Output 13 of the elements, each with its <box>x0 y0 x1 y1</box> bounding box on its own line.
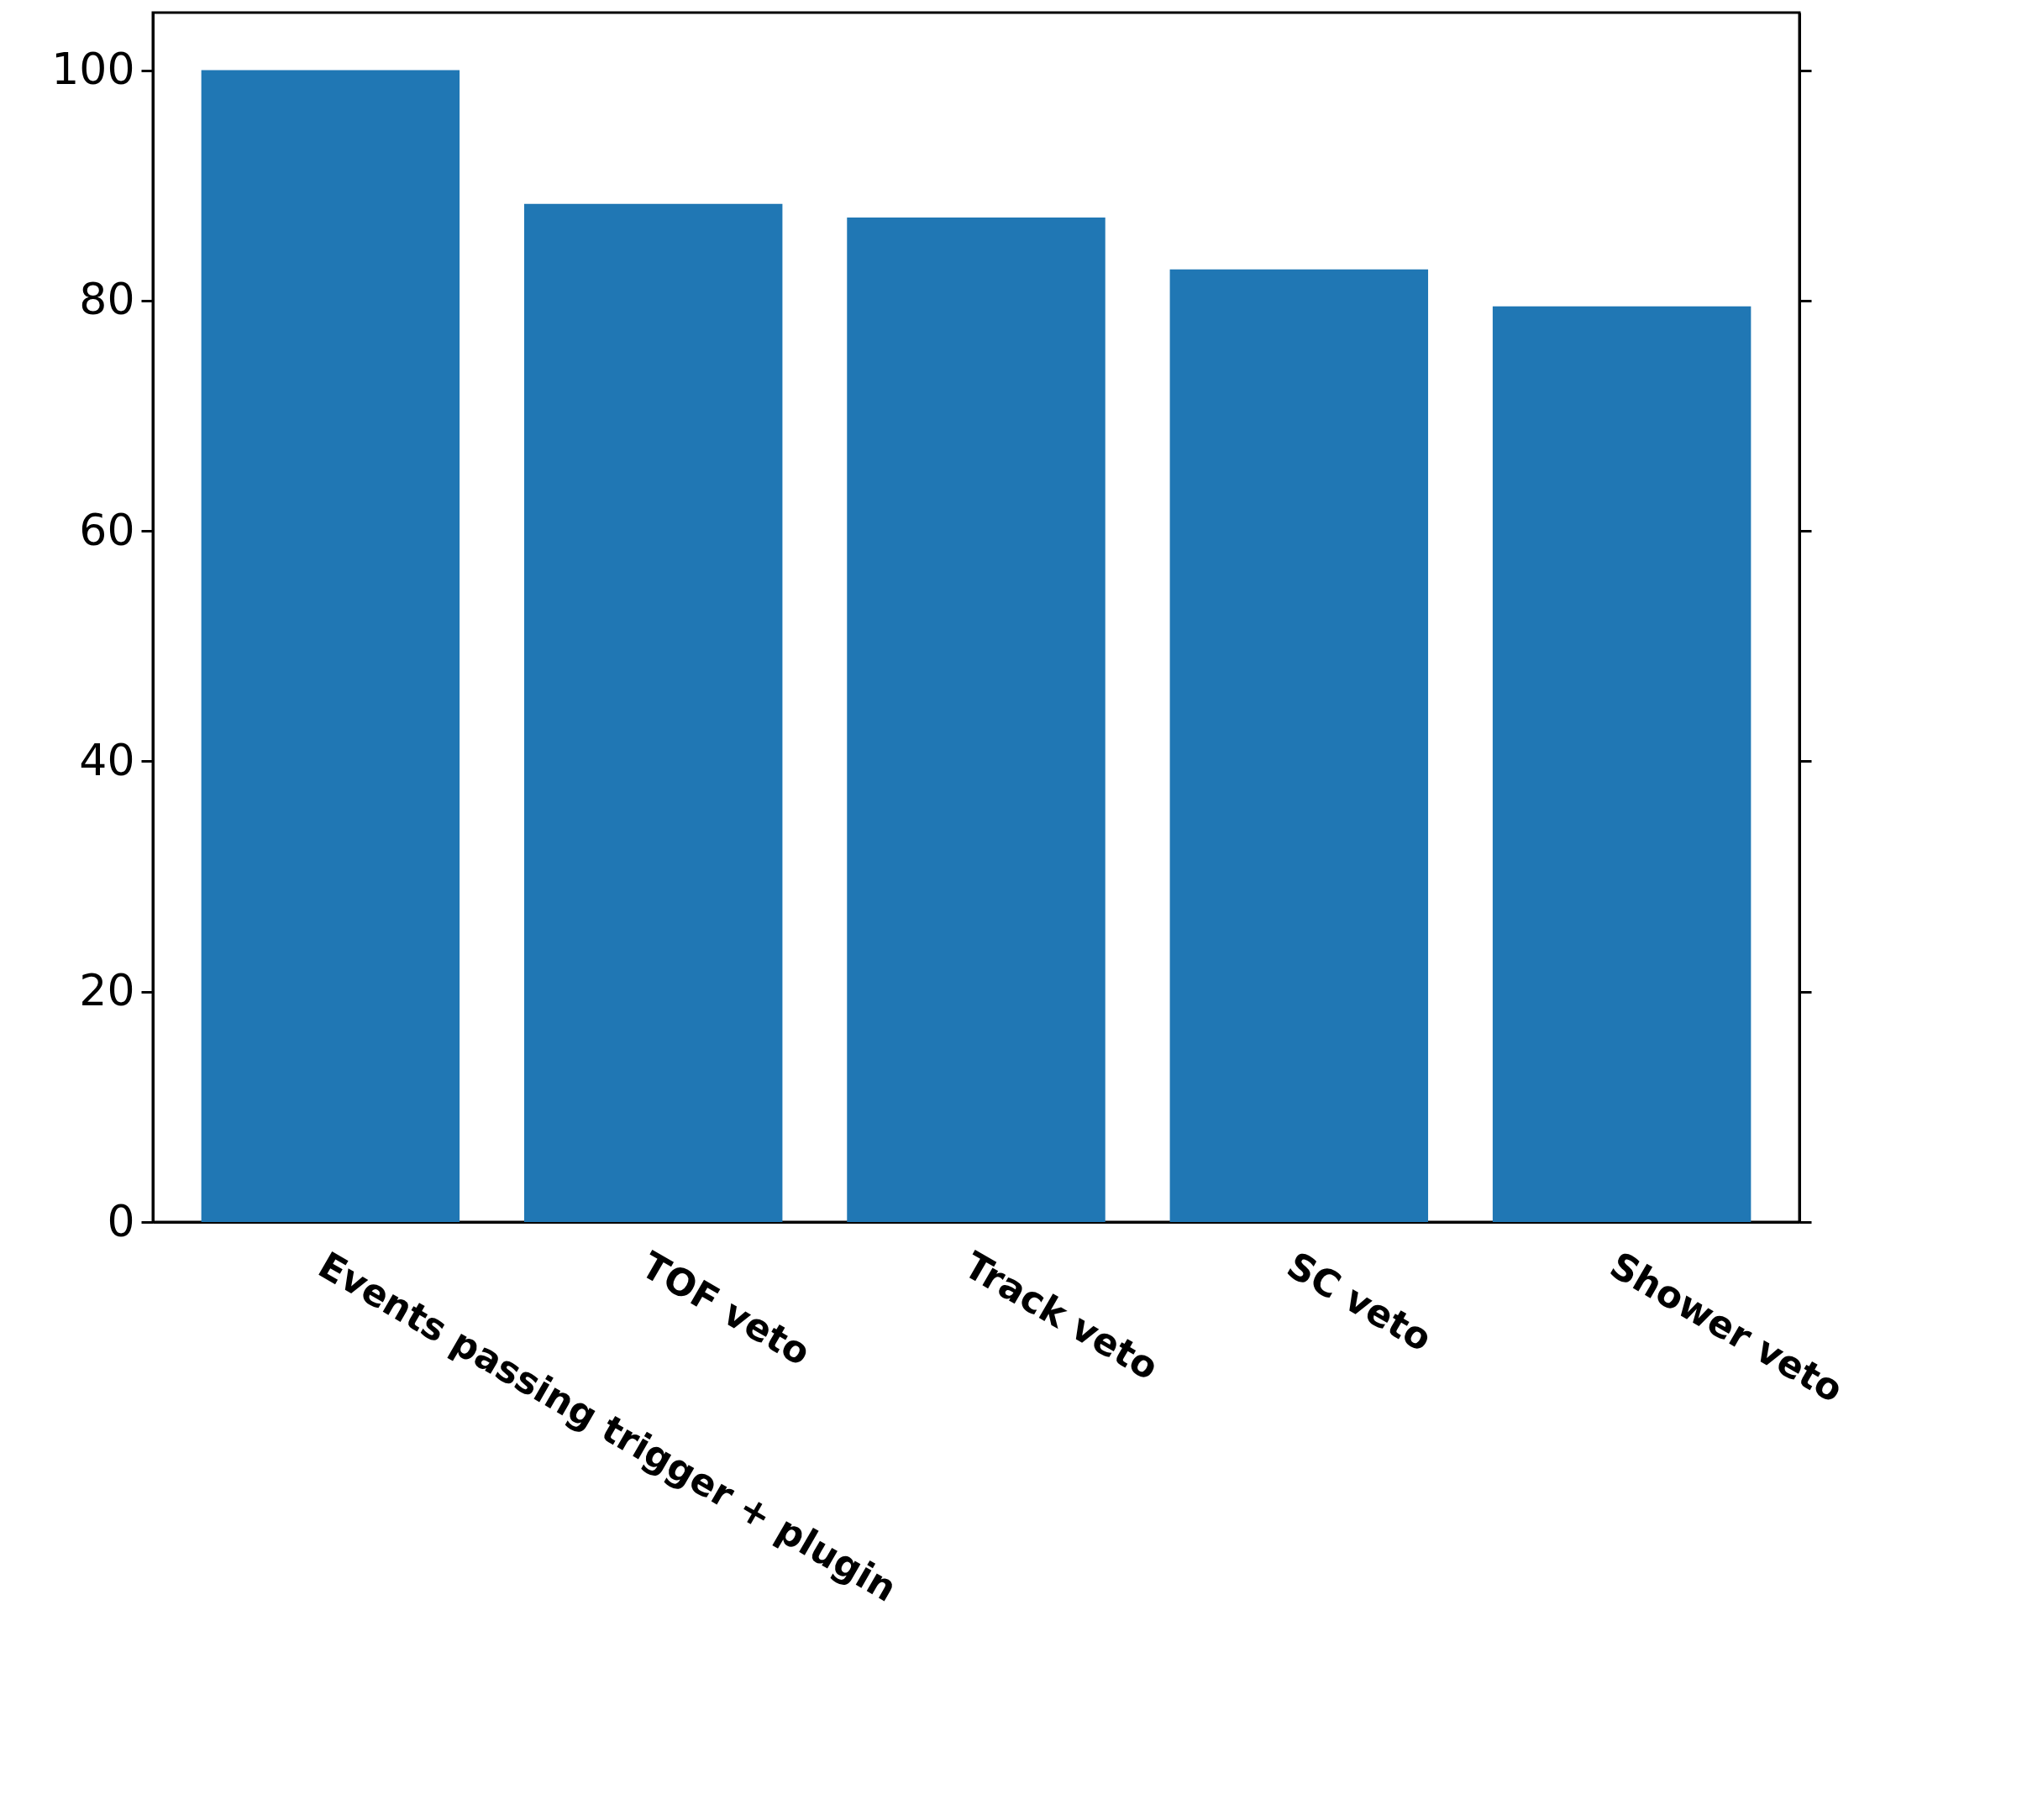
bar <box>847 218 1106 1222</box>
bar <box>523 203 783 1222</box>
x-tick-label: TOF veto <box>634 1243 818 1374</box>
y-tick-label: 80 <box>79 274 135 325</box>
y-tick-label: 100 <box>51 44 135 95</box>
bar <box>201 70 460 1222</box>
y-tick-label: 0 <box>107 1195 135 1246</box>
bar <box>1169 269 1429 1222</box>
y-tick-label: 20 <box>79 965 135 1016</box>
y-tick-label: 60 <box>79 504 135 555</box>
bar <box>1492 306 1752 1222</box>
x-tick-label: SC veto <box>1279 1243 1440 1361</box>
y-tick-label: 40 <box>79 734 135 785</box>
